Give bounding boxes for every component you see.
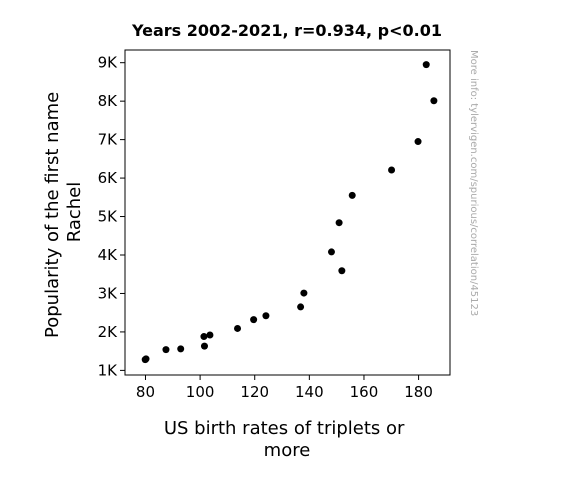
x-axis-label-line-2: more	[264, 440, 311, 461]
data-point	[250, 316, 258, 324]
data-point	[200, 342, 208, 350]
data-point	[422, 61, 430, 69]
x-tick-label: 160	[350, 383, 379, 401]
data-point	[200, 333, 208, 341]
y-tick-label: 2K	[98, 323, 119, 341]
y-axis: 1K 2K 3K 4K 5K 6K 7K 8K 9K	[98, 54, 125, 379]
y-tick-label: 8K	[98, 92, 119, 110]
y-axis-label-line-1: Popularity of the first name	[42, 92, 63, 338]
x-axis: 80 100 120 140 160 180	[136, 375, 433, 401]
y-tick-label: 9K	[98, 54, 119, 72]
y-axis-label: Popularity of the first name Rachel	[42, 86, 85, 338]
data-point	[338, 267, 346, 275]
x-tick-label: 140	[295, 383, 324, 401]
x-tick-label: 180	[404, 383, 433, 401]
plot-frame	[124, 49, 451, 376]
x-tick-label: 120	[240, 383, 269, 401]
data-point	[234, 324, 242, 332]
data-point	[327, 248, 335, 256]
data-point	[430, 97, 438, 105]
data-point	[177, 345, 185, 353]
data-point	[414, 138, 422, 146]
y-tick-label: 3K	[98, 284, 119, 302]
data-point	[300, 289, 308, 297]
y-tick-label: 5K	[98, 208, 119, 226]
x-tick-label: 100	[186, 383, 215, 401]
x-axis-label-line-1: US birth rates of triplets or	[164, 418, 405, 439]
data-point	[141, 356, 149, 364]
chart-title: Years 2002-2021, r=0.934, p<0.01	[131, 21, 442, 40]
data-points	[141, 61, 438, 364]
source-watermark: More info: tylervigen.com/spurious/corre…	[468, 50, 479, 316]
y-tick-label: 6K	[98, 169, 119, 187]
y-tick-label: 4K	[98, 246, 119, 264]
y-tick-label: 7K	[98, 131, 119, 149]
data-point	[335, 219, 343, 227]
data-point	[388, 166, 396, 174]
x-axis-label: US birth rates of triplets or more	[164, 418, 410, 461]
data-point	[162, 346, 170, 354]
data-point	[297, 303, 305, 311]
plot-area	[124, 49, 451, 376]
data-point	[206, 331, 214, 339]
data-point	[262, 312, 270, 320]
x-tick-label: 80	[136, 383, 155, 401]
y-axis-label-line-2: Rachel	[64, 182, 85, 243]
data-point	[348, 191, 356, 199]
y-tick-label: 1K	[98, 361, 119, 379]
